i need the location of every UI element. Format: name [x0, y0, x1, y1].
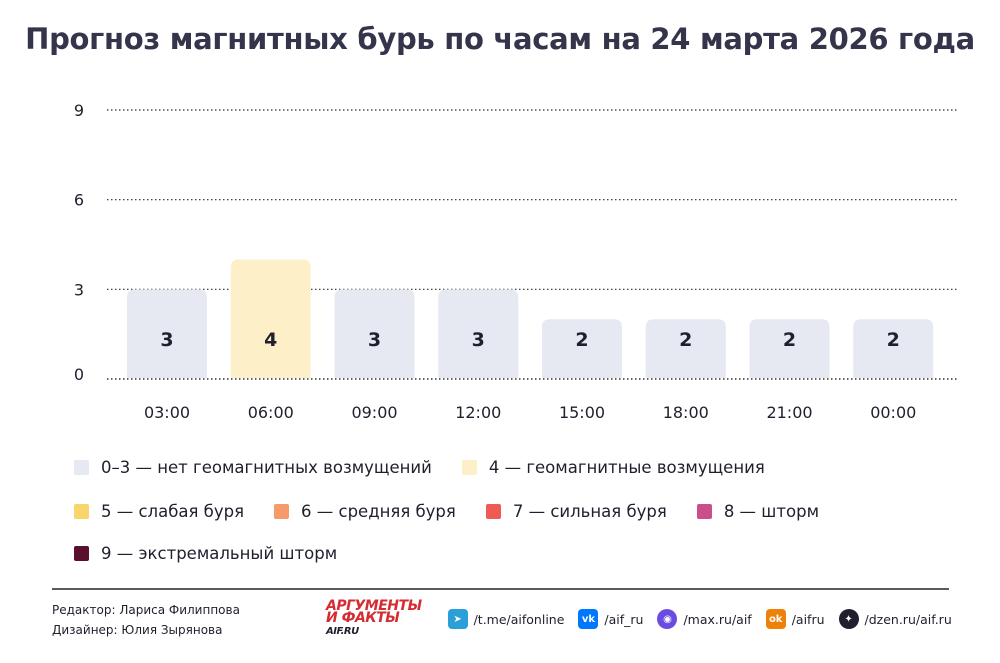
aif-logo[interactable]: АРГУМЕНТЫ И ФАКТЫ AIF.RU	[326, 598, 422, 638]
footer-divider	[52, 588, 949, 590]
designer-credit: Дизайнер: Юлия Зырянова	[52, 623, 223, 637]
vk-icon: vk	[578, 609, 599, 629]
legend-label: 9 — экстремальный шторм	[101, 544, 338, 563]
logo-line2-text: И ФАКТЫ	[326, 610, 400, 626]
y-tick-label: 3	[74, 280, 84, 299]
x-tick-label: 21:00	[766, 403, 812, 422]
x-tick-label: 18:00	[663, 403, 709, 422]
footer-links: АРГУМЕНТЫ И ФАКТЫ AIF.RU ➤ /t.me/aifonlin…	[326, 598, 952, 638]
legend-label: 4 — геомагнитные возмущения	[488, 458, 765, 477]
legend-swatch	[485, 504, 501, 519]
legend-row: 9 — экстремальный шторм	[74, 544, 367, 563]
ok-icon: ok	[765, 609, 786, 629]
logo-line2: И ФАКТЫ AIF.RU	[326, 610, 422, 638]
social-label: /aifru	[791, 611, 825, 627]
bar	[542, 319, 622, 378]
logo-site: AIF.RU	[326, 626, 359, 637]
bar	[334, 289, 415, 378]
legend-swatch	[461, 460, 477, 475]
legend-item: 7 — сильная буря	[485, 502, 667, 521]
social-max[interactable]: ◉ /max.ru/aif	[657, 609, 752, 629]
social-dzen[interactable]: ✦ /dzen.ru/aif.ru	[838, 609, 952, 629]
bar-value-label: 3	[160, 329, 173, 351]
legend-row: 0–3 — нет геомагнитных возмущений 4 — ге…	[74, 458, 795, 477]
x-tick-label: 09:00	[351, 403, 397, 422]
legend-item: 4 — геомагнитные возмущения	[461, 458, 765, 477]
legend-swatch	[696, 504, 712, 519]
bar-value-label: 3	[368, 329, 381, 351]
legend-swatch	[74, 546, 89, 561]
editor-credit: Редактор: Лариса Филиппова	[52, 603, 240, 617]
chart-title: Прогноз магнитных бурь по часам на 24 ма…	[25, 22, 975, 56]
bar-value-label: 2	[783, 329, 796, 351]
y-tick-label: 6	[74, 191, 84, 210]
legend-swatch	[74, 504, 89, 519]
legend-row: 5 — слабая буря 6 — средняя буря 7 — сил…	[74, 502, 849, 521]
legend-item: 0–3 — нет геомагнитных возмущений	[74, 458, 432, 477]
bar	[853, 319, 934, 378]
bar-value-label: 3	[472, 329, 485, 351]
bar-value-label: 2	[575, 329, 588, 351]
social-label: /dzen.ru/aif.ru	[864, 611, 952, 627]
bar	[438, 289, 519, 378]
bar-value-label: 4	[264, 329, 277, 351]
logo-line1: АРГУМЕНТЫ	[326, 598, 422, 614]
legend-label: 7 — сильная буря	[512, 502, 667, 521]
legend-swatch	[274, 504, 290, 519]
bar-value-label: 2	[887, 329, 900, 351]
x-tick-label: 03:00	[144, 403, 190, 422]
max-icon: ◉	[657, 609, 678, 629]
bar	[127, 289, 207, 378]
y-tick-label: 9	[74, 101, 84, 120]
legend-label: 5 — слабая буря	[101, 502, 245, 521]
y-tick-label: 0	[74, 365, 84, 384]
legend-item: 5 — слабая буря	[74, 502, 244, 521]
social-vk[interactable]: vk/aif_ru	[578, 609, 643, 629]
social-label: /aif_ru	[604, 611, 644, 627]
x-tick-label: 12:00	[455, 403, 501, 422]
bar	[749, 319, 830, 378]
bar	[230, 259, 311, 378]
legend-label: 0–3 — нет геомагнитных возмущений	[101, 458, 432, 477]
social-label: /max.ru/aif	[683, 611, 752, 627]
legend-item: 6 — средняя буря	[274, 502, 456, 521]
legend-swatch	[74, 460, 89, 475]
social-telegram[interactable]: ➤ /t.me/aifonline	[447, 609, 565, 629]
x-tick-label: 06:00	[248, 403, 294, 422]
dzen-icon: ✦	[838, 609, 859, 629]
bar-value-label: 2	[679, 329, 692, 351]
x-tick-label: 00:00	[870, 403, 916, 422]
legend-item: 8 — шторм	[696, 502, 820, 521]
legend-item: 9 — экстремальный шторм	[74, 544, 337, 563]
credits: Редактор: Лариса Филиппова Дизайнер: Юли…	[52, 600, 240, 640]
legend-label: 6 — средняя буря	[301, 502, 456, 521]
social-ok[interactable]: ok/aifru	[765, 609, 825, 629]
x-tick-label: 15:00	[559, 403, 605, 422]
bar	[645, 319, 726, 378]
legend-label: 8 — шторм	[723, 502, 820, 521]
social-label: /t.me/aifonline	[473, 611, 565, 627]
telegram-icon: ➤	[447, 609, 468, 629]
bar-chart: 0 3 6 9 3 03:00 4 06:00 3 09:00 3 12:00 2 15:00 2 18:00…	[74, 101, 957, 422]
